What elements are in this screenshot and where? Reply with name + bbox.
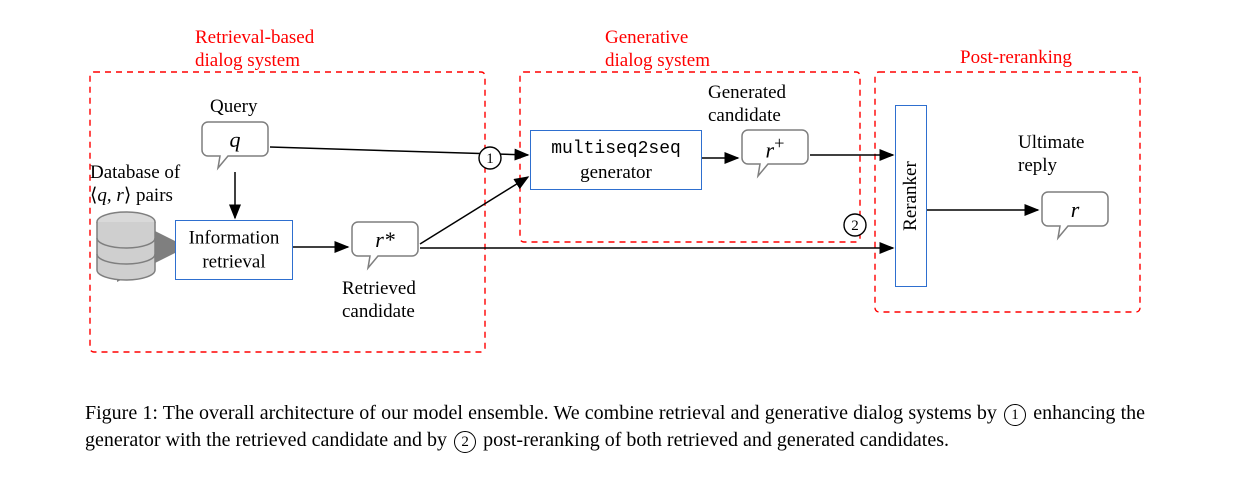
svg-text:2: 2 [851,218,859,234]
symbol-q: q [200,120,270,161]
symbol-rstar: r* [350,220,420,261]
generator-line2: generator [580,161,652,182]
caption-circ-2: 2 [454,431,476,453]
bubble-rplus: r+ [740,128,810,180]
bubble-r: r [1040,190,1110,242]
generated-candidate-label: Generatedcandidate [708,82,786,128]
symbol-r: r [1040,190,1110,231]
database-icon [95,210,157,289]
generative-title: Generativedialog system [605,27,710,73]
caption-prefix: Figure 1: The overall architecture of ou… [85,402,1002,424]
ultimate-reply-label: Ultimatereply [1018,132,1084,178]
caption-suffix: post-reranking of both retrieved and gen… [483,429,949,451]
figure-caption: Figure 1: The overall architecture of ou… [85,400,1145,454]
reranker-box: Reranker [895,105,927,287]
diagram-canvas: 1 2 Retrieval-baseddialog system Generat… [0,0,1235,380]
symbol-rplus: r+ [740,128,810,169]
info-retrieval-text: Informationretrieval [176,226,292,274]
generator-line1: multiseq2seq [551,139,681,159]
query-label: Query [210,96,257,119]
retrieval-title: Retrieval-baseddialog system [195,27,314,73]
bubble-q: q [200,120,270,172]
database-label: Database of⟨q, r⟩ pairs [90,162,180,208]
retrieved-candidate-label: Retrievedcandidate [342,278,416,324]
svg-text:1: 1 [486,151,494,167]
caption-circ-1: 1 [1004,404,1026,426]
page-root: 1 2 Retrieval-baseddialog system Generat… [0,0,1235,502]
generator-box: multiseq2seq generator [530,130,702,190]
generator-text: multiseq2seq generator [531,136,701,184]
reranker-text: Reranker [900,161,922,231]
postrerank-title: Post-reranking [960,47,1072,70]
bubble-rstar: r* [350,220,420,272]
info-retrieval-box: Informationretrieval [175,220,293,280]
